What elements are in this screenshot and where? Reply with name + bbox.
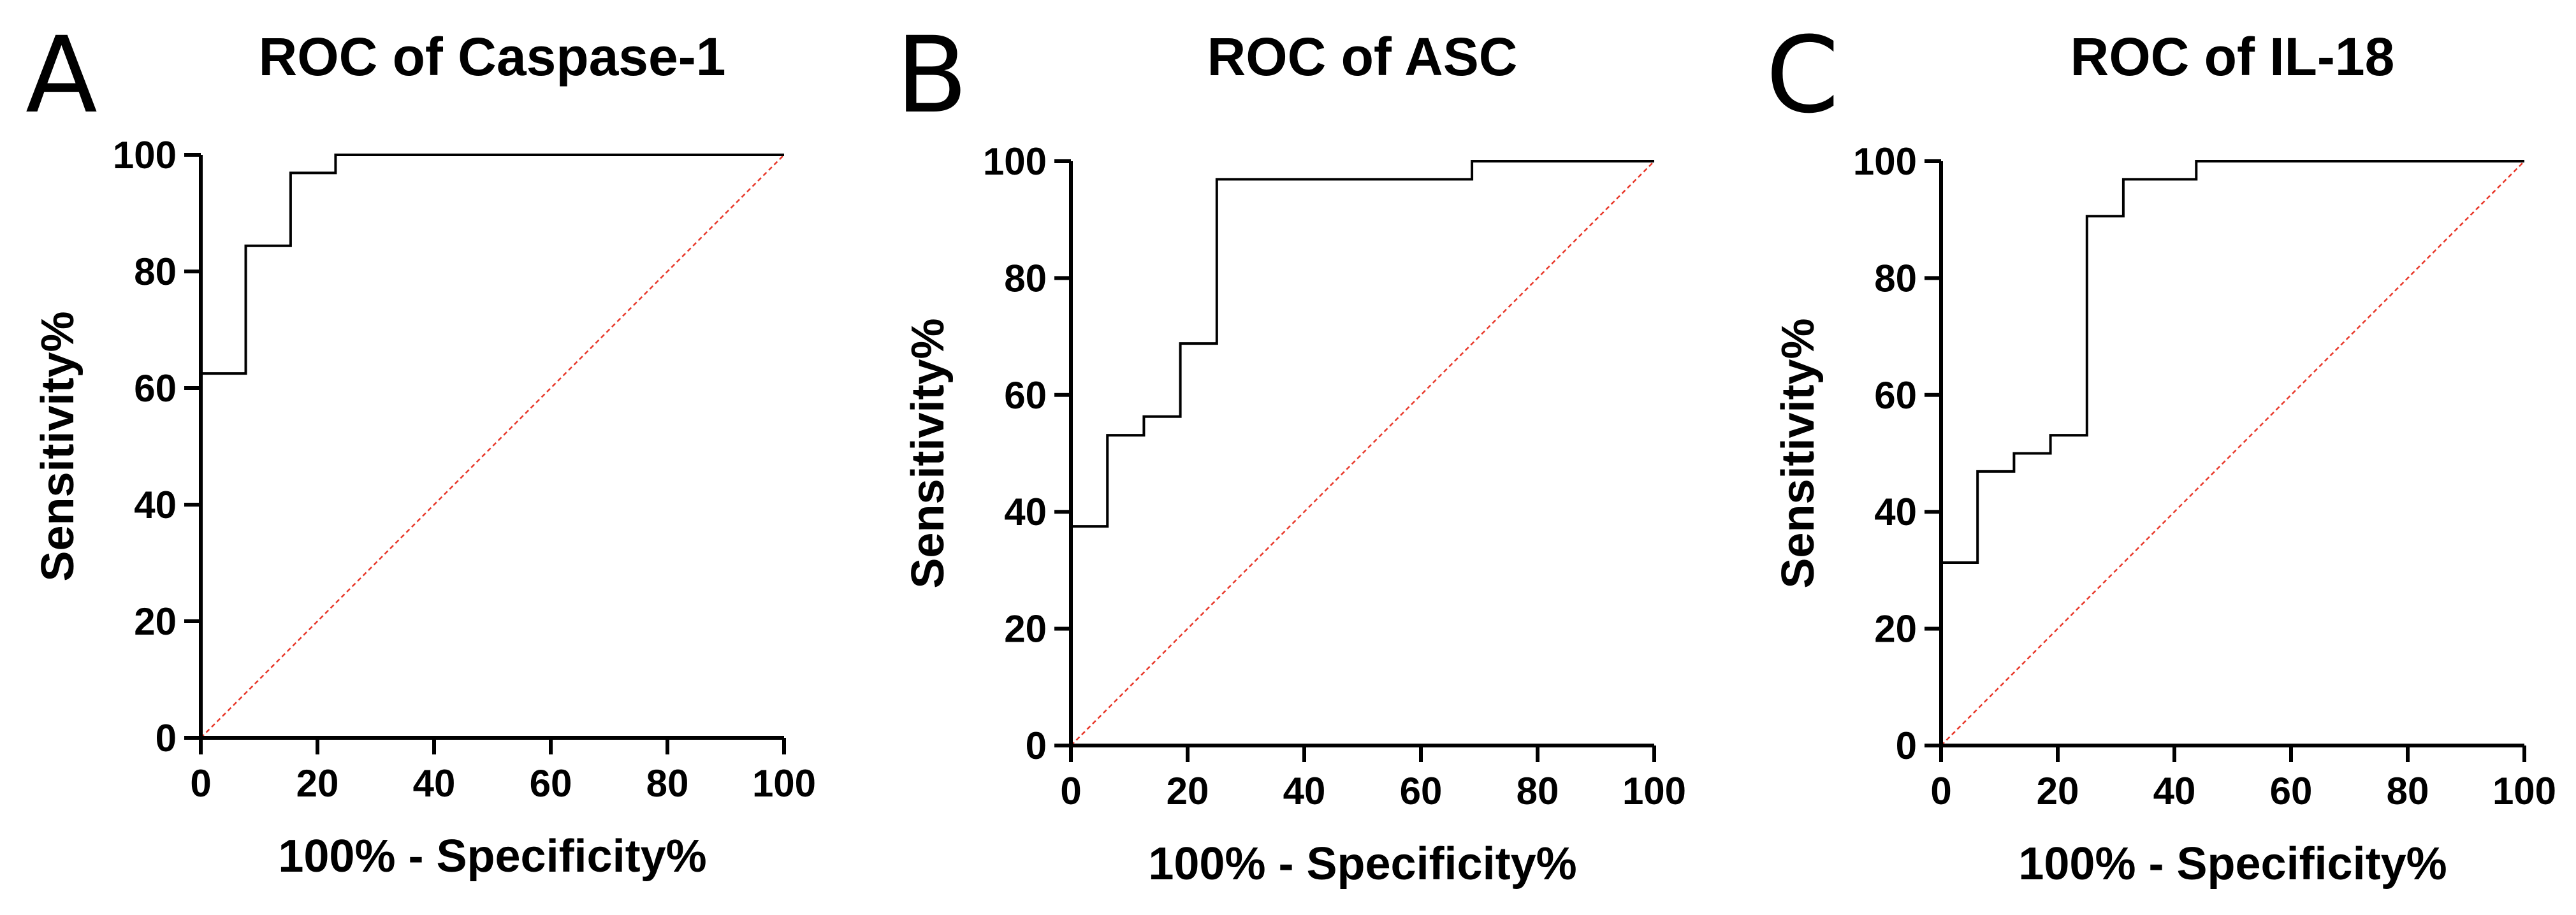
panel-c-y-tick-label: 100: [1853, 140, 1917, 183]
panel-c-x-tick-label: 20: [2037, 770, 2079, 812]
panel-a-y-tick-label: 100: [113, 134, 177, 177]
panel-a-y-tick-label: 0: [156, 717, 177, 760]
panel-c-letter: C: [1766, 14, 1839, 136]
panel-b-x-tick-label: 20: [1167, 770, 1209, 812]
panel-a-y-tick-label: 60: [134, 367, 177, 410]
panel-b-x-tick-label: 0: [1060, 770, 1081, 812]
panel-b-x-tick-label: 40: [1283, 770, 1326, 812]
panel-c-x-tick-label: 40: [2153, 770, 2196, 812]
panel-c-x-tick-label: 100: [2492, 770, 2556, 812]
panel-b-y-tick-label: 80: [1004, 257, 1047, 299]
panel-a-y-tick-label: 80: [134, 250, 177, 293]
panel-a-x-axis-label: 100% - Specificity%: [278, 831, 706, 882]
panel-c-x-tick-label: 0: [1930, 770, 1951, 812]
panel-b-y-tick-label: 0: [1026, 724, 1047, 767]
panel-c-x-tick-label: 60: [2270, 770, 2313, 812]
panel-c-y-tick-label: 80: [1874, 257, 1917, 299]
panel-a-letter: A: [25, 14, 98, 136]
panel-a-x-tick-label: 80: [646, 762, 689, 805]
panel-c-y-tick-label: 60: [1874, 374, 1917, 417]
panel-a-x-tick-label: 40: [413, 762, 456, 805]
panel-c-y-tick-label: 40: [1874, 491, 1917, 533]
panel-b-x-tick-label: 100: [1622, 770, 1686, 812]
panel-a-x-tick-label: 60: [530, 762, 572, 805]
panel-a-reference-line: [200, 154, 785, 738]
panel-b-reference-line: [1070, 161, 1655, 746]
panel-b-x-tick-label: 80: [1517, 770, 1559, 812]
panel-a-x-tick-label: 0: [190, 762, 211, 805]
panel-a-y-axis-label: Sensitivity%: [33, 311, 84, 581]
panel-c-y-axis-label: Sensitivity%: [1773, 318, 1824, 588]
panel-c-roc-curve: [1941, 160, 2524, 564]
panel-a-y-tick-label: 40: [134, 484, 177, 526]
panel-c-x-axis-label: 100% - Specificity%: [2018, 839, 2447, 890]
panel-c-x-tick-label: 80: [2387, 770, 2429, 812]
panel-a-y-tick-label: 20: [134, 600, 177, 643]
panel-b-roc-curve: [1071, 160, 1654, 528]
panel-b-x-axis-label: 100% - Specificity%: [1148, 839, 1576, 890]
panel-a-roc-curve: [201, 154, 784, 375]
panel-c-y-tick-label: 20: [1874, 608, 1917, 651]
panel-b-y-tick-label: 100: [983, 140, 1047, 183]
panel-a-x-tick-label: 100: [752, 762, 816, 805]
panel-a-x-tick-label: 20: [296, 762, 339, 805]
panel-c-title: ROC of IL-18: [2070, 27, 2395, 87]
panel-c-y-tick-label: 0: [1896, 724, 1917, 767]
panel-a-title: ROC of Caspase-1: [259, 27, 726, 87]
panel-b-y-tick-label: 40: [1004, 491, 1047, 533]
panel-b-y-axis-label: Sensitivity%: [903, 318, 954, 588]
panel-b-x-tick-label: 60: [1400, 770, 1443, 812]
panel-b-letter: B: [896, 14, 968, 136]
panel-b-title: ROC of ASC: [1207, 27, 1518, 87]
panel-b-y-tick-label: 60: [1004, 374, 1047, 417]
panel-b-y-tick-label: 20: [1004, 608, 1047, 651]
